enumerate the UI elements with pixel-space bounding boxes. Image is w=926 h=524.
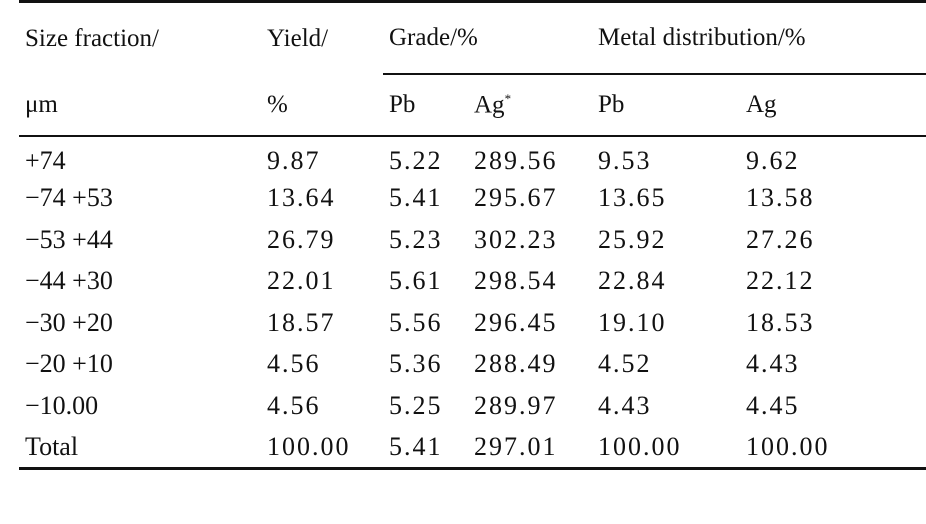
cell-metal-pb: 22.84 <box>598 266 667 296</box>
table-body: +74 9.87 5.22 289.56 9.53 9.62 −74 +53 13.64 5.4… <box>19 136 926 470</box>
table-row: −20 +10 4.56 5.36 288.49 4.52 4.43 <box>19 344 926 386</box>
cell-yield: 22.01 <box>267 266 336 296</box>
data-table: Size fraction/ Yield/ Grade/% Metal dist… <box>19 0 926 470</box>
table-row: −44 +30 22.01 5.61 298.54 22.84 22.12 <box>19 261 926 303</box>
cell-grade-ag: 289.97 <box>474 390 558 420</box>
table-row: −74 +53 13.64 5.41 295.67 13.65 13.58 <box>19 178 926 220</box>
header-metal-ag: Ag <box>740 74 926 137</box>
table-row: +74 9.87 5.22 289.56 9.53 9.62 <box>19 136 926 178</box>
header-row-1: Size fraction/ Yield/ Grade/% Metal dist… <box>19 0 926 75</box>
cell-grade-ag: 296.45 <box>474 307 558 337</box>
cell-grade-pb: 5.36 <box>389 349 443 379</box>
cell-metal-pb: 25.92 <box>598 224 667 254</box>
cell-grade-pb: 5.23 <box>389 224 443 254</box>
cell-grade-ag: 297.01 <box>468 426 592 470</box>
cell-metal-pb: 9.53 <box>598 146 652 176</box>
cell-grade-ag: 295.67 <box>474 183 558 213</box>
cell-metal-pb: 4.43 <box>598 390 652 420</box>
cell-grade-pb: 5.41 <box>383 426 468 470</box>
header-yield-unit: % <box>261 74 383 137</box>
cell-metal-pb: 19.10 <box>598 307 667 337</box>
cell-yield: 13.64 <box>267 183 336 213</box>
header-metal-distribution-group: Metal distribution/% <box>592 0 926 75</box>
cell-size-fraction: −10.00 <box>25 390 99 420</box>
cell-grade-ag: 288.49 <box>474 349 558 379</box>
table-row: Total 100.00 5.41 297.01 100.00 100.00 <box>19 426 926 470</box>
table-row: −30 +20 18.57 5.56 296.45 19.10 18.53 <box>19 302 926 344</box>
cell-metal-pb: 13.65 <box>598 183 667 213</box>
cell-metal-ag: 4.45 <box>746 390 800 420</box>
cell-metal-ag: 100.00 <box>740 426 926 470</box>
header-grade-ag: Ag <box>474 91 505 119</box>
size-fraction-table: Size fraction/ Yield/ Grade/% Metal dist… <box>19 0 926 470</box>
cell-size-fraction: −20 +10 <box>25 349 113 379</box>
cell-metal-pb: 4.52 <box>598 349 652 379</box>
cell-grade-pb: 5.56 <box>389 307 443 337</box>
cell-grade-ag: 302.23 <box>474 224 558 254</box>
header-grade-group: Grade/% <box>383 0 592 75</box>
cell-size-fraction: Total <box>19 426 261 470</box>
header-size-unit: μm <box>19 74 261 137</box>
cell-metal-ag: 18.53 <box>746 307 815 337</box>
cell-grade-pb: 5.61 <box>389 266 443 296</box>
header-yield: Yield/ <box>261 0 383 74</box>
cell-size-fraction: −53 +44 <box>25 224 113 254</box>
cell-grade-pb: 5.41 <box>389 183 443 213</box>
cell-size-fraction: −44 +30 <box>25 266 113 296</box>
cell-metal-pb: 100.00 <box>592 426 740 470</box>
cell-size-fraction: +74 <box>25 146 66 176</box>
header-size-fraction: Size fraction/ <box>19 0 261 74</box>
header-grade-pb: Pb <box>383 74 468 137</box>
cell-metal-ag: 22.12 <box>746 266 815 296</box>
header-grade-ag-cell: Ag* <box>468 74 592 137</box>
cell-metal-ag: 27.26 <box>746 224 815 254</box>
header-grade-ag-footnote-mark: * <box>504 90 512 106</box>
cell-size-fraction: −74 +53 <box>25 183 113 213</box>
cell-grade-pb: 5.22 <box>389 146 443 176</box>
cell-metal-ag: 13.58 <box>746 183 815 213</box>
cell-metal-ag: 9.62 <box>746 146 800 176</box>
cell-grade-ag: 289.56 <box>474 146 558 176</box>
table-row: −53 +44 26.79 5.23 302.23 25.92 27.26 <box>19 219 926 261</box>
cell-yield: 26.79 <box>267 224 336 254</box>
cell-yield: 100.00 <box>261 426 383 470</box>
cell-grade-pb: 5.25 <box>389 390 443 420</box>
cell-size-fraction: −30 +20 <box>25 307 113 337</box>
cell-grade-ag: 298.54 <box>474 266 558 296</box>
header-row-2: μm % Pb Ag* Pb Ag <box>19 74 926 137</box>
table-row: −10.00 4.56 5.25 289.97 4.43 4.45 <box>19 385 926 427</box>
cell-yield: 4.56 <box>267 349 321 379</box>
table-header: Size fraction/ Yield/ Grade/% Metal dist… <box>19 0 926 137</box>
cell-metal-ag: 4.43 <box>746 349 800 379</box>
cell-yield: 9.87 <box>267 146 321 176</box>
cell-yield: 18.57 <box>267 307 336 337</box>
cell-yield: 4.56 <box>267 390 321 420</box>
header-metal-pb: Pb <box>592 74 740 137</box>
